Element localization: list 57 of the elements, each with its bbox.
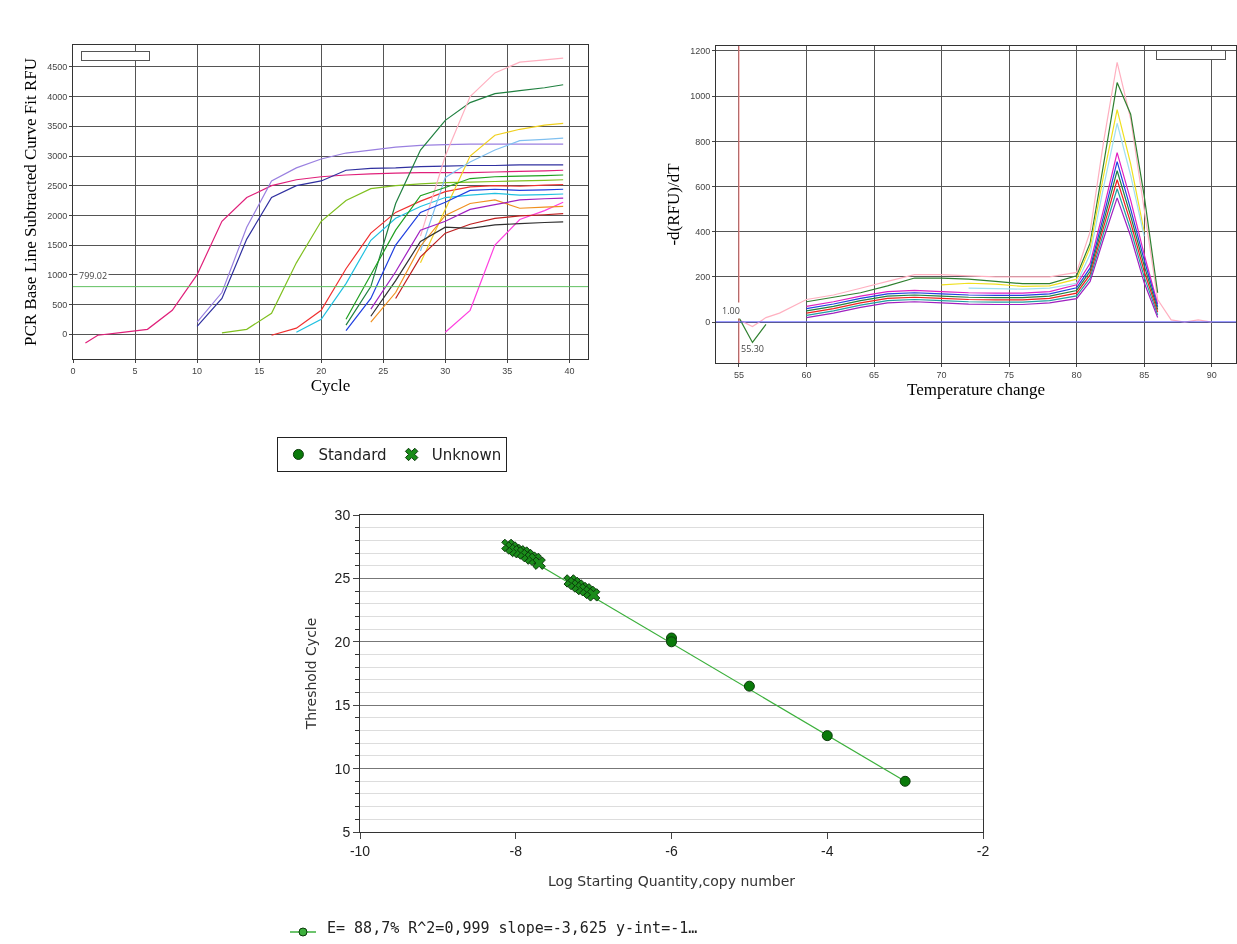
legend-label: Standard — [318, 446, 387, 465]
x-tick-label: 30 — [440, 365, 451, 376]
x-tick-label: 40 — [564, 365, 575, 376]
y-tick-label: 2000 — [47, 210, 68, 221]
y-tick-label: 4500 — [47, 62, 68, 73]
x-axis-title: Cycle — [310, 375, 351, 395]
y-tick-label: 1200 — [690, 46, 711, 57]
y-tick-label: 0 — [62, 329, 68, 340]
ref-line-label: 799.02 — [79, 269, 108, 282]
y-tick-label: 500 — [52, 299, 68, 310]
y-axis-title: PCR Base Line Subtracted Curve Fit RFU — [20, 57, 40, 347]
x-tick-label: 10 — [192, 365, 203, 376]
x-tick-label: -2 — [976, 842, 990, 859]
x-tick-label: -8 — [509, 842, 523, 859]
x-tick-label: 85 — [1139, 369, 1150, 380]
y-tick-label: 25 — [334, 570, 351, 587]
x-tick-label: 5 — [132, 365, 138, 376]
y-tick-label: 800 — [695, 136, 711, 147]
annotation: 55.30 — [741, 342, 764, 355]
y-axis-title: Threshold Cycle — [303, 617, 320, 731]
y-tick-label: 0 — [705, 317, 711, 328]
y-tick-label: 20 — [334, 633, 351, 650]
x-tick-label: 15 — [254, 365, 265, 376]
x-tick-label: -6 — [665, 842, 678, 859]
y-tick-label: 2500 — [47, 180, 68, 191]
ref-line-label: 1.00 — [722, 304, 740, 317]
text: E= 88,7% R^2=0,999 slope=-3,625 y-int=-1… — [327, 919, 698, 937]
y-tick-label: 15 — [334, 697, 351, 714]
y-tick-label: 5 — [342, 823, 351, 840]
x-axis-title: Temperature change — [906, 379, 1046, 399]
x-tick-label: -10 — [349, 842, 371, 859]
x-tick-label: 20 — [316, 365, 327, 376]
x-tick-label: 70 — [936, 369, 947, 380]
y-tick-label: 3500 — [47, 121, 68, 132]
x-tick-label: 75 — [1004, 369, 1015, 380]
x-axis-title: Log Starting Quantity,copy number — [547, 873, 796, 890]
x-tick-label: 25 — [378, 365, 389, 376]
legend-label: Unknown — [431, 446, 502, 465]
y-tick-label: 4000 — [47, 91, 68, 102]
x-tick-label: 80 — [1071, 369, 1082, 380]
x-tick-label: 35 — [502, 365, 513, 376]
y-tick-label: 1000 — [47, 269, 68, 280]
x-tick-label: -4 — [821, 842, 834, 859]
y-tick-label: 1000 — [690, 91, 711, 102]
y-tick-label: 400 — [695, 226, 711, 237]
x-tick-label: 0 — [70, 365, 76, 376]
x-tick-label: 65 — [869, 369, 880, 380]
x-tick-label: 60 — [801, 369, 812, 380]
y-tick-label: 1500 — [47, 240, 68, 251]
y-tick-label: 3000 — [47, 151, 68, 162]
y-tick-label: 200 — [695, 272, 711, 283]
y-tick-label: 600 — [695, 181, 711, 192]
x-tick-label: 90 — [1206, 369, 1217, 380]
x-tick-label: 55 — [733, 369, 744, 380]
y-tick-label: 30 — [334, 506, 351, 523]
y-axis-title: -d(RFU)/dT — [663, 162, 683, 246]
y-tick-label: 10 — [334, 760, 351, 777]
